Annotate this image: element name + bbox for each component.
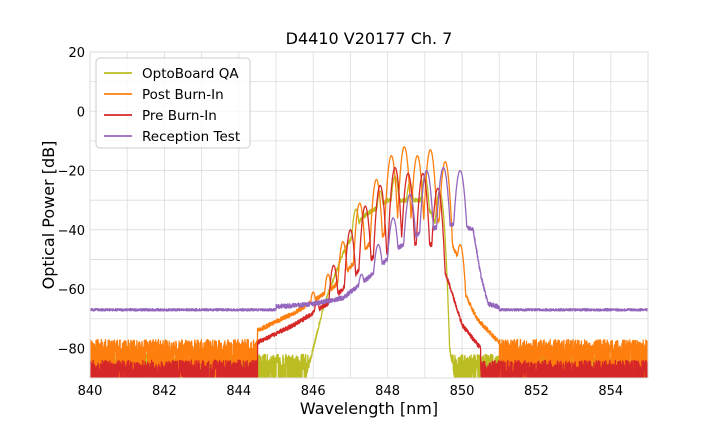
x-tick-label: 842 <box>152 384 177 399</box>
x-axis-label: Wavelength [nm] <box>300 399 438 418</box>
x-tick-label: 846 <box>301 384 326 399</box>
legend-label: Post Burn-In <box>142 87 224 103</box>
plot-frame <box>89 51 649 379</box>
chart-title: D4410 V20177 Ch. 7 <box>286 29 453 48</box>
y-tick-label: −40 <box>58 224 85 239</box>
series-group <box>90 146 648 378</box>
x-tick-label: 850 <box>450 384 475 399</box>
x-tick-label: 840 <box>78 384 103 399</box>
legend-label: Reception Test <box>142 129 240 145</box>
legend-label: Pre Burn-In <box>142 108 217 124</box>
y-tick-label: −60 <box>58 283 85 298</box>
y-axis-label: Optical Power [dB] <box>39 141 58 290</box>
legend-box <box>95 57 251 149</box>
y-tick-label: −20 <box>58 165 85 180</box>
series-line-reception-test <box>90 166 648 312</box>
x-tick-label: 848 <box>375 384 400 399</box>
y-tick-label: 0 <box>77 105 85 120</box>
legend: OptoBoard QA Post Burn-In Pre Burn-In Recep… <box>95 57 251 149</box>
y-tick-label: 20 <box>68 46 85 61</box>
y-tick-label: −80 <box>58 342 85 357</box>
x-tick-label: 844 <box>226 384 251 399</box>
y-tick-labels: 20 0 −20 −40 −60 −80 <box>58 46 85 357</box>
x-tick-label: 854 <box>598 384 623 399</box>
x-tick-label: 852 <box>524 384 549 399</box>
legend-label: OptoBoard QA <box>142 66 239 82</box>
series-line-pre-burn-in <box>90 166 648 378</box>
x-tick-labels: 840 842 844 846 848 850 852 854 <box>78 384 624 399</box>
